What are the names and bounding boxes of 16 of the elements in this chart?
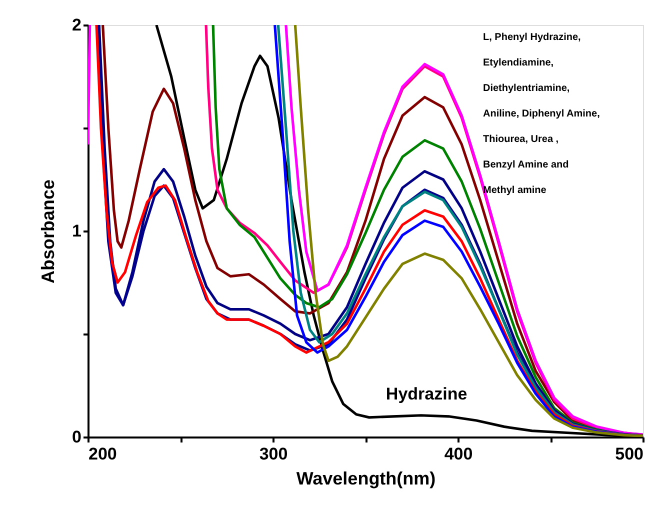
annotation: L, Phenyl Hydrazine, bbox=[483, 32, 582, 43]
annotation: Etylendiamine, bbox=[483, 58, 554, 68]
y-tick-label: 2 bbox=[72, 16, 82, 34]
x-tick-label: 500 bbox=[615, 444, 644, 464]
y-tick-label: 1 bbox=[72, 222, 82, 240]
x-axis-title: Wavelength(nm) bbox=[296, 468, 436, 488]
x-tick-label: 200 bbox=[88, 444, 117, 464]
annotation: Aniline, Diphenyl Amine, bbox=[483, 108, 600, 120]
y-axis-title: Absorbance bbox=[38, 179, 58, 284]
annotation: Diethylentriamine, bbox=[483, 83, 570, 94]
annotation: Benzyl Amine and bbox=[483, 160, 569, 170]
x-tick-label: 400 bbox=[444, 444, 473, 464]
annotation: Thiourea, Urea , bbox=[483, 134, 559, 145]
x-tick-label: 300 bbox=[259, 444, 288, 464]
y-tick-label: 0 bbox=[72, 428, 82, 446]
annotation: Hydrazine bbox=[386, 384, 468, 404]
